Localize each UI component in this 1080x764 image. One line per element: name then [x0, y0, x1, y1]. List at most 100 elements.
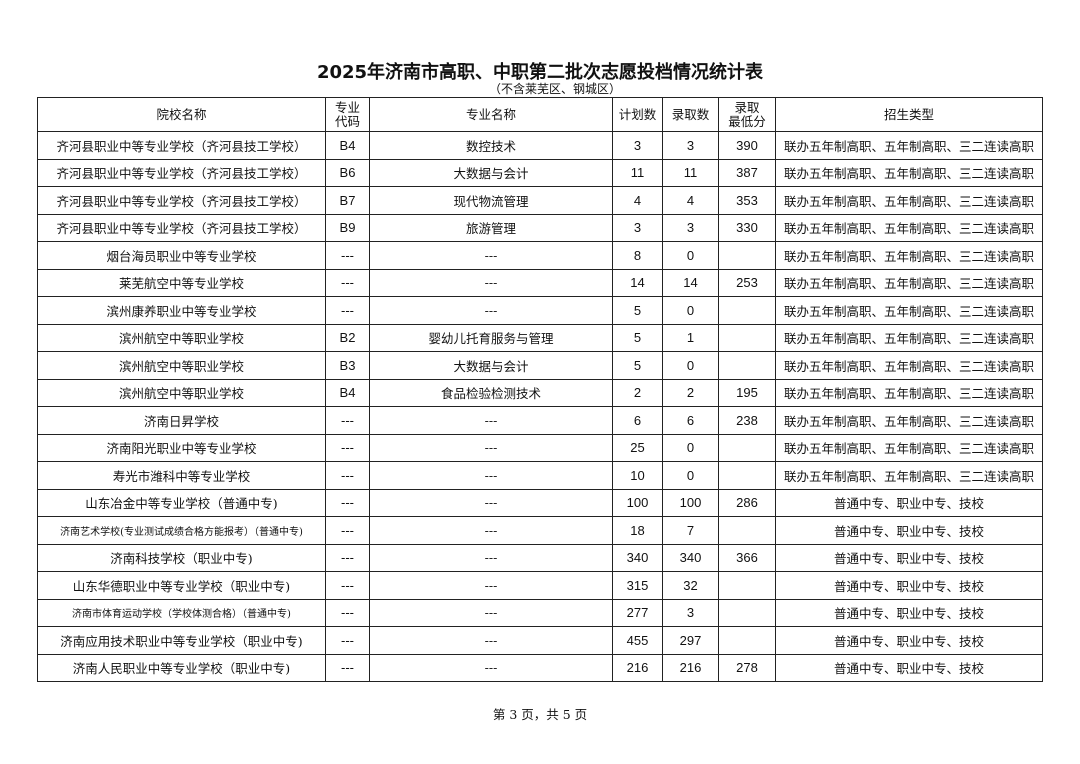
cell-enrollment-type: 联办五年制高职、五年制高职、三二连读高职 — [775, 296, 1043, 325]
cell-enrollment-type: 普通中专、职业中专、技校 — [775, 543, 1043, 572]
cell-min-score — [718, 461, 776, 490]
table-row: 济南人民职业中等专业学校（职业中专) --- --- 216 216 278 普通中专、职业… — [37, 653, 1043, 682]
table-row: 济南科技学校（职业中专) --- --- 340 340 366 普通中专、职业中专、技校 — [37, 543, 1043, 572]
cell-major-code: --- — [325, 626, 370, 655]
cell-major-code: --- — [325, 461, 370, 490]
cell-school-name: 寿光市潍科中等专业学校 — [37, 461, 326, 490]
cell-enrollment-type: 普通中专、职业中专、技校 — [775, 488, 1043, 517]
cell-min-score — [718, 296, 776, 325]
page-footer: 第 3 页，共 5 页 — [492, 707, 588, 722]
cell-enrollment-type: 联办五年制高职、五年制高职、三二连读高职 — [775, 406, 1043, 435]
cell-major-name: --- — [369, 433, 613, 462]
table-row: 山东冶金中等专业学校（普通中专) --- --- 100 100 286 普通中专、职业中专… — [37, 488, 1043, 517]
cell-major-name: --- — [369, 488, 613, 517]
cell-enrollment-type: 联办五年制高职、五年制高职、三二连读高职 — [775, 158, 1043, 187]
cell-plan-count: 455 — [612, 626, 663, 655]
cell-admitted-count: 0 — [662, 351, 719, 380]
cell-min-score: 278 — [718, 653, 776, 682]
cell-school-name: 齐河县职业中等专业学校（齐河县技工学校） — [37, 131, 326, 160]
column-header-plan-count: 计划数 — [612, 97, 663, 132]
cell-school-name: 济南市体育运动学校（学校体测合格）（普通中专) — [37, 598, 326, 627]
table-row: 山东华德职业中等专业学校（职业中专) --- --- 315 32 普通中专、职业中专、技… — [37, 571, 1043, 600]
cell-admitted-count: 297 — [662, 626, 719, 655]
cell-plan-count: 18 — [612, 516, 663, 545]
table-row: 莱芜航空中等专业学校 --- --- 14 14 253 联办五年制高职、五年制高职、三二连… — [37, 268, 1043, 297]
cell-plan-count: 14 — [612, 268, 663, 297]
column-header-school-name: 院校名称 — [37, 97, 326, 132]
cell-major-code: B2 — [325, 323, 370, 352]
cell-min-score: 366 — [718, 543, 776, 572]
cell-major-name: --- — [369, 241, 613, 270]
cell-min-score — [718, 571, 776, 600]
cell-major-name: --- — [369, 598, 613, 627]
cell-major-code: --- — [325, 488, 370, 517]
cell-major-name: 大数据与会计 — [369, 351, 613, 380]
cell-enrollment-type: 联办五年制高职、五年制高职、三二连读高职 — [775, 351, 1043, 380]
cell-school-name: 滨州航空中等职业学校 — [37, 323, 326, 352]
column-header-major-code: 专业 代码 — [325, 97, 370, 132]
cell-min-score — [718, 598, 776, 627]
cell-major-name: 现代物流管理 — [369, 186, 613, 215]
cell-major-code: --- — [325, 296, 370, 325]
cell-school-name: 滨州航空中等职业学校 — [37, 351, 326, 380]
cell-enrollment-type: 普通中专、职业中专、技校 — [775, 598, 1043, 627]
cell-major-name: --- — [369, 653, 613, 682]
cell-major-name: --- — [369, 626, 613, 655]
cell-plan-count: 5 — [612, 323, 663, 352]
column-header-admitted-count: 录取数 — [662, 97, 719, 132]
page-title: 2025年济南市高职、中职第二批次志愿投档情况统计表 — [316, 62, 764, 83]
cell-major-name: --- — [369, 268, 613, 297]
cell-enrollment-type: 联办五年制高职、五年制高职、三二连读高职 — [775, 461, 1043, 490]
table-row: 滨州航空中等职业学校 B2 婴幼儿托育服务与管理 5 1 联办五年制高职、五年制高职、三二… — [37, 323, 1043, 352]
table-row: 滨州康养职业中等专业学校 --- --- 5 0 联办五年制高职、五年制高职、三二连读高职 — [37, 296, 1043, 325]
cell-major-code: B4 — [325, 131, 370, 160]
cell-major-name: 婴幼儿托育服务与管理 — [369, 323, 613, 352]
cell-plan-count: 5 — [612, 351, 663, 380]
cell-plan-count: 277 — [612, 598, 663, 627]
cell-plan-count: 3 — [612, 131, 663, 160]
cell-major-name: --- — [369, 461, 613, 490]
cell-enrollment-type: 联办五年制高职、五年制高职、三二连读高职 — [775, 186, 1043, 215]
column-header-major-name: 专业名称 — [369, 97, 613, 132]
cell-school-name: 济南科技学校（职业中专) — [37, 543, 326, 572]
cell-admitted-count: 2 — [662, 378, 719, 407]
cell-enrollment-type: 普通中专、职业中专、技校 — [775, 626, 1043, 655]
cell-plan-count: 100 — [612, 488, 663, 517]
cell-enrollment-type: 联办五年制高职、五年制高职、三二连读高职 — [775, 323, 1043, 352]
cell-major-name: 食品检验检测技术 — [369, 378, 613, 407]
cell-enrollment-type: 联办五年制高职、五年制高职、三二连读高职 — [775, 378, 1043, 407]
cell-enrollment-type: 联办五年制高职、五年制高职、三二连读高职 — [775, 433, 1043, 462]
cell-enrollment-type: 普通中专、职业中专、技校 — [775, 516, 1043, 545]
cell-admitted-count: 0 — [662, 433, 719, 462]
table-row: 济南艺术学校(专业测试成绩合格方能报考）（普通中专) --- --- 18 7 普通中专、… — [37, 516, 1043, 545]
cell-major-name: 数控技术 — [369, 131, 613, 160]
cell-plan-count: 3 — [612, 213, 663, 242]
cell-min-score: 286 — [718, 488, 776, 517]
cell-min-score: 390 — [718, 131, 776, 160]
cell-school-name: 齐河县职业中等专业学校（齐河县技工学校） — [37, 213, 326, 242]
cell-school-name: 滨州康养职业中等专业学校 — [37, 296, 326, 325]
cell-major-name: 大数据与会计 — [369, 158, 613, 187]
cell-school-name: 莱芜航空中等专业学校 — [37, 268, 326, 297]
table-row: 寿光市潍科中等专业学校 --- --- 10 0 联办五年制高职、五年制高职、三二连读高职 — [37, 461, 1043, 490]
cell-major-code: --- — [325, 433, 370, 462]
cell-min-score — [718, 516, 776, 545]
page-subtitle: （不含莱芜区、钢城区） — [488, 82, 621, 96]
cell-admitted-count: 340 — [662, 543, 719, 572]
cell-min-score — [718, 351, 776, 380]
cell-school-name: 齐河县职业中等专业学校（齐河县技工学校） — [37, 186, 326, 215]
cell-plan-count: 11 — [612, 158, 663, 187]
cell-major-code: B7 — [325, 186, 370, 215]
cell-major-code: B4 — [325, 378, 370, 407]
cell-enrollment-type: 联办五年制高职、五年制高职、三二连读高职 — [775, 213, 1043, 242]
cell-admitted-count: 0 — [662, 296, 719, 325]
cell-admitted-count: 0 — [662, 461, 719, 490]
cell-enrollment-type: 普通中专、职业中专、技校 — [775, 571, 1043, 600]
column-header-enrollment-type: 招生类型 — [775, 97, 1043, 132]
cell-school-name: 济南艺术学校(专业测试成绩合格方能报考）（普通中专) — [37, 516, 326, 545]
cell-school-name: 济南人民职业中等专业学校（职业中专) — [37, 653, 326, 682]
cell-admitted-count: 3 — [662, 213, 719, 242]
admission-table: 院校名称 专业 代码 专业名称 计划数 录取数 录取 最低分 招生类型 齐河县职业中等专业学… — [37, 97, 1043, 682]
cell-enrollment-type: 联办五年制高职、五年制高职、三二连读高职 — [775, 268, 1043, 297]
cell-admitted-count: 100 — [662, 488, 719, 517]
